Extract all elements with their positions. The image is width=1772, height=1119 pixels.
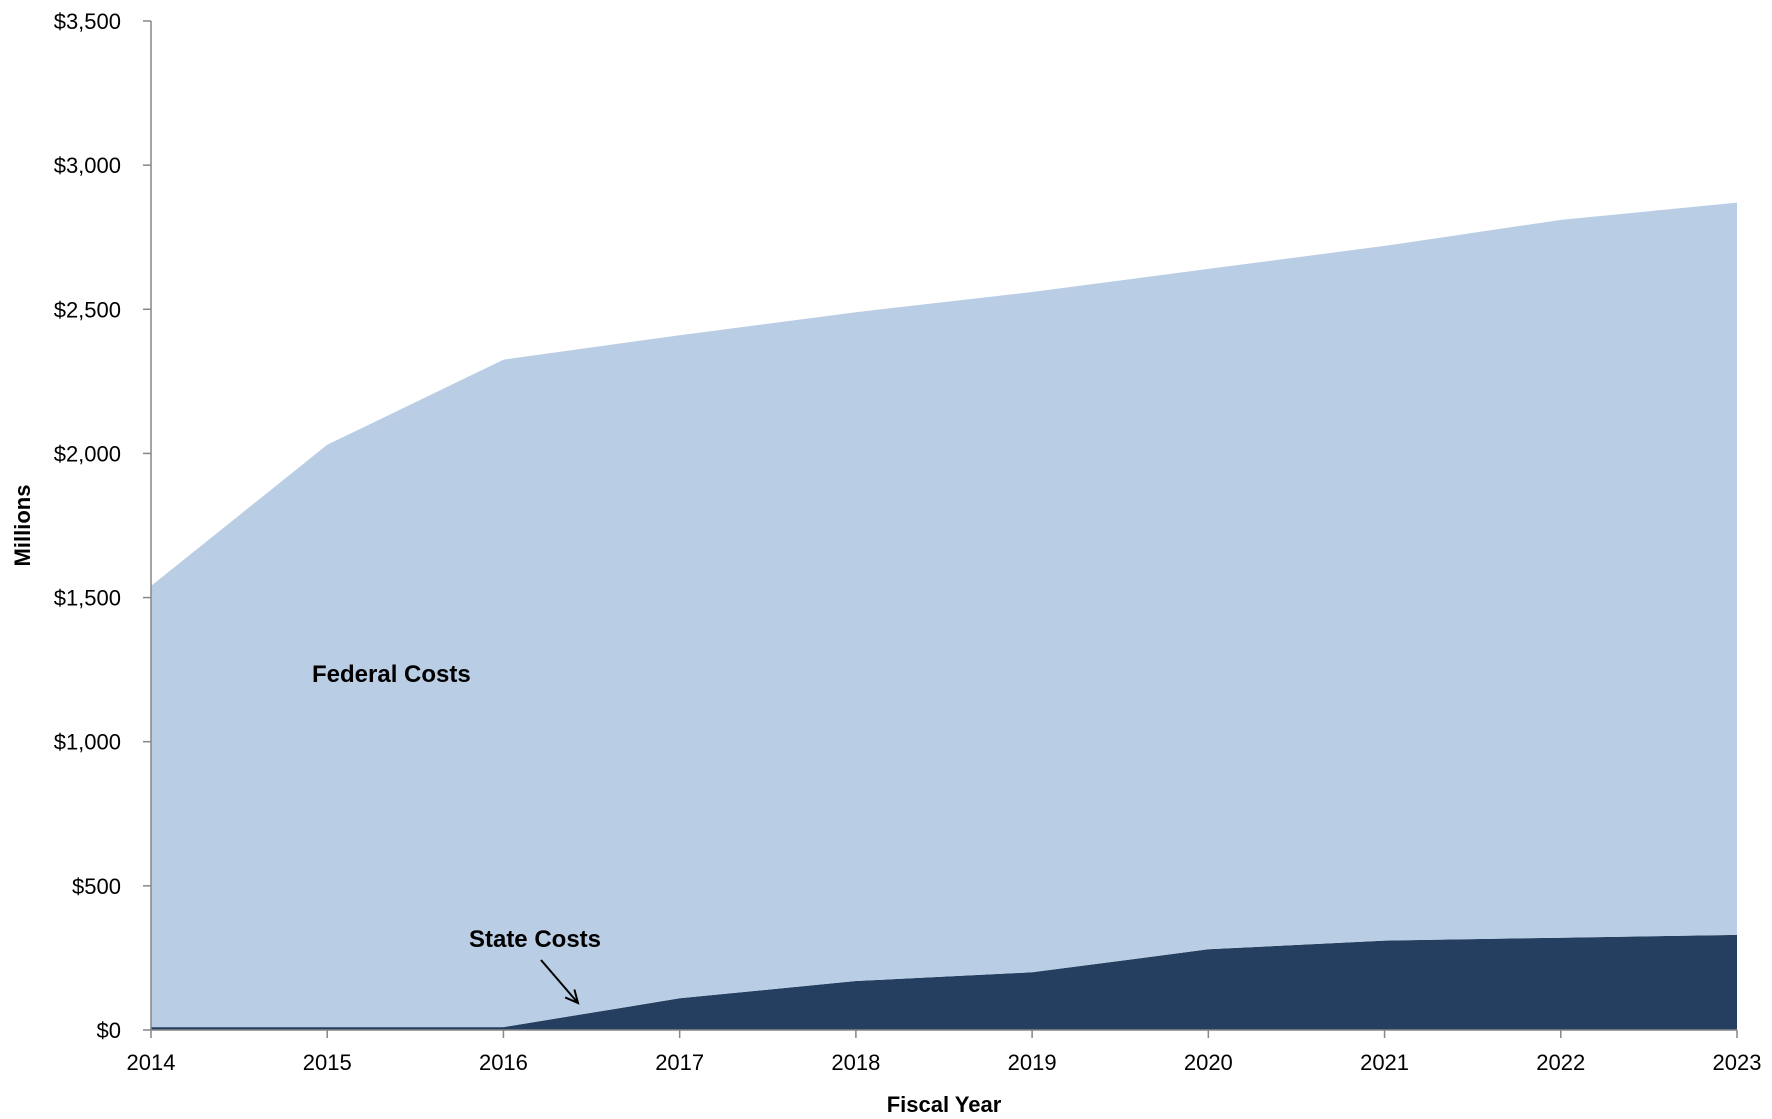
state-costs-label: State Costs	[469, 926, 601, 953]
x-tick-label: 2014	[127, 1050, 176, 1075]
axes-group	[150, 21, 1737, 1031]
x-axis-title: Fiscal Year	[887, 1092, 1002, 1117]
y-tick-label: $1,500	[54, 586, 121, 611]
y-tick-label: $500	[72, 874, 121, 899]
x-tick-label: 2019	[1008, 1050, 1057, 1075]
ticks-group: $0 $500 $1,000 $1,500 $2,000 $2,500 $3,000 $3,5…	[54, 9, 1762, 1075]
x-tick-label: 2017	[655, 1050, 704, 1075]
x-tick-label: 2020	[1184, 1050, 1233, 1075]
area-federal-costs	[151, 202, 1737, 1028]
state-costs-arrow	[540, 959, 580, 1005]
y-tick-label: $2,500	[54, 297, 121, 322]
federal-costs-label: Federal Costs	[312, 661, 471, 688]
areas-group	[151, 202, 1737, 1030]
y-tick-label: $1,000	[54, 730, 121, 755]
x-tick-label: 2015	[303, 1050, 352, 1075]
x-tick-label: 2021	[1360, 1050, 1409, 1075]
x-tick-label: 2022	[1536, 1050, 1585, 1075]
y-tick-label: $2,000	[54, 441, 121, 466]
arrow-shaft	[540, 959, 579, 1004]
area-state-costs	[151, 934, 1737, 1030]
y-tick-label: $0	[97, 1018, 121, 1043]
y-axis-title: Millions	[10, 485, 35, 567]
arrow-head	[564, 989, 580, 1005]
x-tick-label: 2018	[831, 1050, 880, 1075]
y-tick-label: $3,000	[54, 153, 121, 178]
y-tick-label: $3,500	[54, 9, 121, 34]
x-tick-label: 2016	[479, 1050, 528, 1075]
x-tick-label: 2023	[1713, 1050, 1762, 1075]
